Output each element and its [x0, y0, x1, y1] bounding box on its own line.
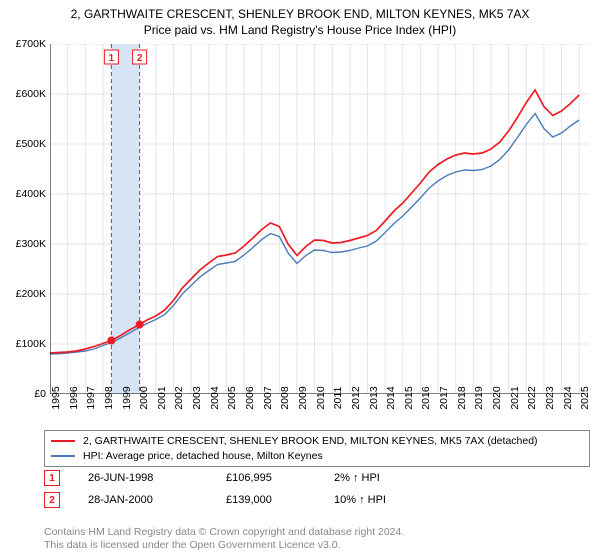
legend-swatch-hpi	[51, 455, 75, 457]
event-row-2: 2 28-JAN-2000 £139,000 10% ↑ HPI	[44, 492, 404, 508]
legend: 2, GARTHWAITE CRESCENT, SHENLEY BROOK EN…	[44, 430, 590, 467]
chart-title: 2, GARTHWAITE CRESCENT, SHENLEY BROOK EN…	[0, 0, 600, 38]
line-chart-svg: 12	[50, 44, 588, 394]
event-date-1: 26-JUN-1998	[88, 472, 198, 484]
svg-text:2: 2	[137, 53, 143, 64]
event-badge-2: 2	[44, 492, 60, 508]
chart-area: 12 £0£100K£200K£300K£400K£500K£600K£700K	[50, 44, 588, 394]
attribution-line-1: Contains HM Land Registry data © Crown c…	[44, 526, 404, 539]
event-badge-1: 1	[44, 470, 60, 486]
event-price-1: £106,995	[226, 472, 306, 484]
legend-swatch-price	[51, 440, 75, 442]
legend-row-price: 2, GARTHWAITE CRESCENT, SHENLEY BROOK EN…	[51, 434, 583, 449]
legend-label-hpi: HPI: Average price, detached house, Milt…	[83, 449, 323, 464]
title-line-2: Price paid vs. HM Land Registry's House …	[0, 22, 600, 38]
legend-label-price: 2, GARTHWAITE CRESCENT, SHENLEY BROOK EN…	[83, 434, 538, 449]
page-root: 2, GARTHWAITE CRESCENT, SHENLEY BROOK EN…	[0, 0, 600, 560]
event-pct-1: 2% ↑ HPI	[334, 472, 404, 484]
event-row-1: 1 26-JUN-1998 £106,995 2% ↑ HPI	[44, 470, 404, 486]
event-pct-2: 10% ↑ HPI	[334, 494, 404, 506]
legend-row-hpi: HPI: Average price, detached house, Milt…	[51, 449, 583, 464]
attribution-line-2: This data is licensed under the Open Gov…	[44, 539, 404, 552]
svg-text:1: 1	[109, 53, 115, 64]
event-table: 1 26-JUN-1998 £106,995 2% ↑ HPI 2 28-JAN…	[44, 470, 404, 514]
title-line-1: 2, GARTHWAITE CRESCENT, SHENLEY BROOK EN…	[0, 6, 600, 22]
event-price-2: £139,000	[226, 494, 306, 506]
event-date-2: 28-JAN-2000	[88, 494, 198, 506]
attribution: Contains HM Land Registry data © Crown c…	[44, 526, 404, 552]
